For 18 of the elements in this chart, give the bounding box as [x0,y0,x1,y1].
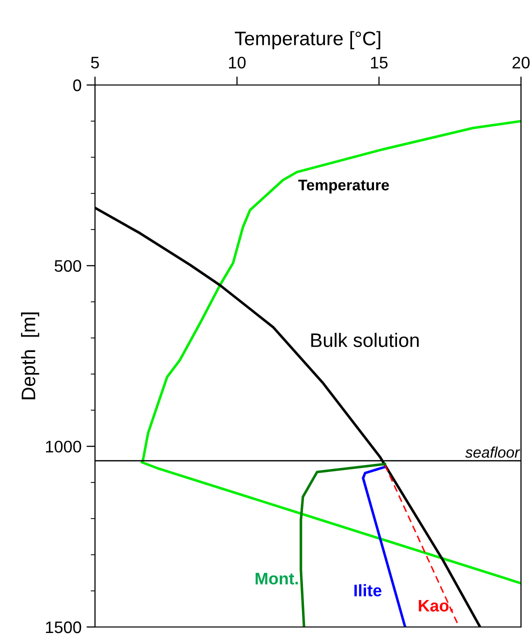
x-tick-label: 5 [91,56,99,69]
line-series [140,120,521,584]
series-label: Mont. [256,572,298,584]
y-tick-label: 1000 [46,440,82,453]
series-label: Kao. [418,600,453,612]
x-tick-label: 15 [371,56,388,69]
y-tick-label: 500 [54,260,82,272]
annotation: Temperature [298,180,389,194]
series-label: Ilite [354,584,382,596]
series-label: Bulk solution [311,332,419,348]
y-tick-label: 1500 [46,621,82,634]
ref-line-label: seafloor [465,446,520,458]
y-tick-label: 0 [73,79,82,92]
x-axis-title: Temperature [°C] [234,31,380,50]
x-tick-label: 10 [229,56,246,69]
line-series [300,462,386,627]
y-axis-title: Depth [m] [21,312,40,400]
x-tick-label: 20 [512,56,530,69]
